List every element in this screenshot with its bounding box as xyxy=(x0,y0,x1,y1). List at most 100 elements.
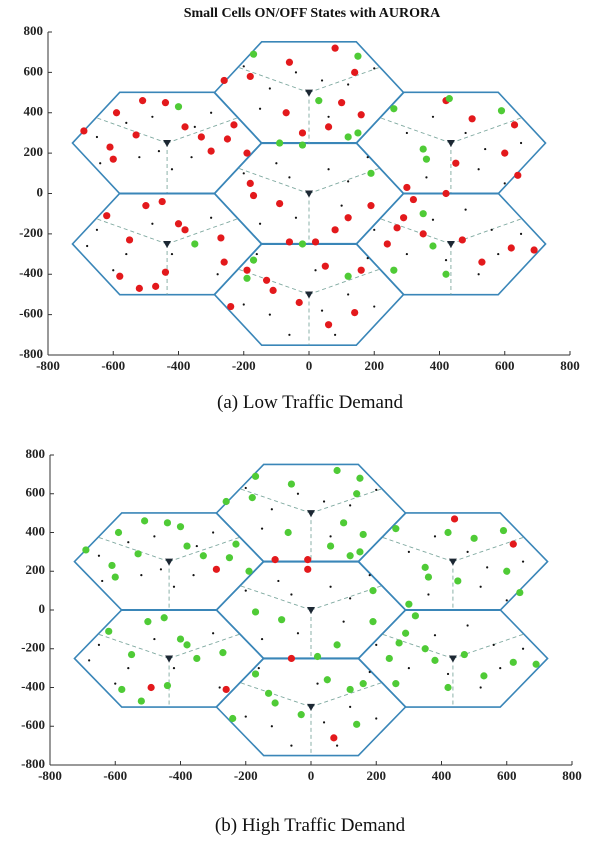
user xyxy=(258,222,262,225)
small-cell xyxy=(351,309,359,317)
cell-hexagon xyxy=(215,463,407,563)
small-cell xyxy=(147,683,155,692)
small-cell xyxy=(330,734,338,742)
x-tick-label: 200 xyxy=(367,768,387,783)
sector-line xyxy=(310,488,383,514)
user xyxy=(322,721,326,724)
small-cell xyxy=(243,266,251,274)
y-tick-label: 400 xyxy=(26,523,46,538)
y-tick-label: 200 xyxy=(24,144,44,159)
small-cell xyxy=(470,534,478,542)
small-cell xyxy=(251,472,260,480)
sector-line xyxy=(452,633,525,659)
small-cell xyxy=(217,234,225,242)
user xyxy=(347,83,350,86)
user xyxy=(347,180,350,183)
sector-line xyxy=(450,117,523,144)
sector-line xyxy=(381,633,454,659)
user xyxy=(257,667,260,670)
small-cell xyxy=(125,236,134,244)
user xyxy=(195,544,198,548)
user xyxy=(329,535,332,538)
sector-line xyxy=(310,585,383,611)
small-cell xyxy=(367,202,375,210)
small-cell xyxy=(227,302,235,311)
user xyxy=(329,585,332,588)
small-cell xyxy=(298,129,307,137)
small-cell xyxy=(207,147,215,155)
small-cell xyxy=(197,133,205,141)
small-cell xyxy=(419,145,427,153)
figure-title: Small Cells ON/OFF States with AURORA xyxy=(184,6,441,21)
small-cell xyxy=(249,50,258,58)
user xyxy=(373,67,376,70)
user xyxy=(244,715,247,718)
base-station xyxy=(446,240,455,248)
sector-line xyxy=(239,488,312,514)
small-cell xyxy=(431,656,439,664)
y-tick-label: -400 xyxy=(19,265,43,280)
small-cell xyxy=(137,697,145,705)
user xyxy=(212,632,215,635)
small-cell xyxy=(212,565,220,573)
sector-line xyxy=(97,633,170,659)
user xyxy=(170,168,174,171)
user xyxy=(153,535,156,538)
user xyxy=(314,269,317,272)
y-tick-label: -600 xyxy=(21,717,45,732)
sector-line xyxy=(310,682,383,708)
user xyxy=(159,568,163,571)
x-tick-label: -400 xyxy=(169,768,193,783)
caption: (b) High Traffic Demand xyxy=(215,815,406,836)
small-cell xyxy=(191,240,199,248)
sector-line xyxy=(168,633,241,659)
small-cell xyxy=(452,159,460,167)
user xyxy=(349,705,352,708)
small-cell xyxy=(499,526,508,535)
user xyxy=(296,492,300,495)
user xyxy=(260,637,264,641)
small-cell xyxy=(326,542,335,550)
small-cell xyxy=(251,670,260,678)
user xyxy=(490,228,493,231)
user xyxy=(479,686,482,689)
small-cell xyxy=(468,115,476,123)
base-station xyxy=(307,607,315,614)
x-tick-label: 400 xyxy=(430,358,450,373)
cell-hexagon xyxy=(355,192,547,296)
user xyxy=(170,252,174,256)
small-cell xyxy=(460,650,468,659)
user xyxy=(114,682,117,685)
small-cell xyxy=(403,183,411,192)
x-tick-label: -600 xyxy=(103,768,127,783)
sector-line xyxy=(308,268,381,295)
user xyxy=(260,527,264,530)
small-cell xyxy=(109,155,117,163)
user xyxy=(153,637,156,641)
small-cell xyxy=(222,497,230,506)
y-tick-label: 0 xyxy=(39,601,46,616)
small-cell xyxy=(139,97,147,105)
small-cell xyxy=(304,565,312,573)
small-cell xyxy=(419,210,427,218)
cell-hexagon xyxy=(357,608,549,708)
sector-line xyxy=(379,218,452,245)
small-cell xyxy=(340,519,348,527)
user xyxy=(242,172,245,175)
small-cell xyxy=(353,720,361,728)
user xyxy=(347,293,350,296)
user xyxy=(138,156,141,159)
user xyxy=(375,643,378,646)
user xyxy=(320,309,324,312)
small-cell xyxy=(246,179,254,188)
base-station xyxy=(165,655,174,663)
user xyxy=(327,168,330,171)
x-tick-label: 400 xyxy=(432,768,452,783)
small-cell xyxy=(514,171,522,179)
small-cell xyxy=(357,266,365,274)
small-cell xyxy=(222,685,230,694)
user xyxy=(505,599,508,602)
small-cell xyxy=(390,105,398,113)
base-station xyxy=(163,140,172,148)
